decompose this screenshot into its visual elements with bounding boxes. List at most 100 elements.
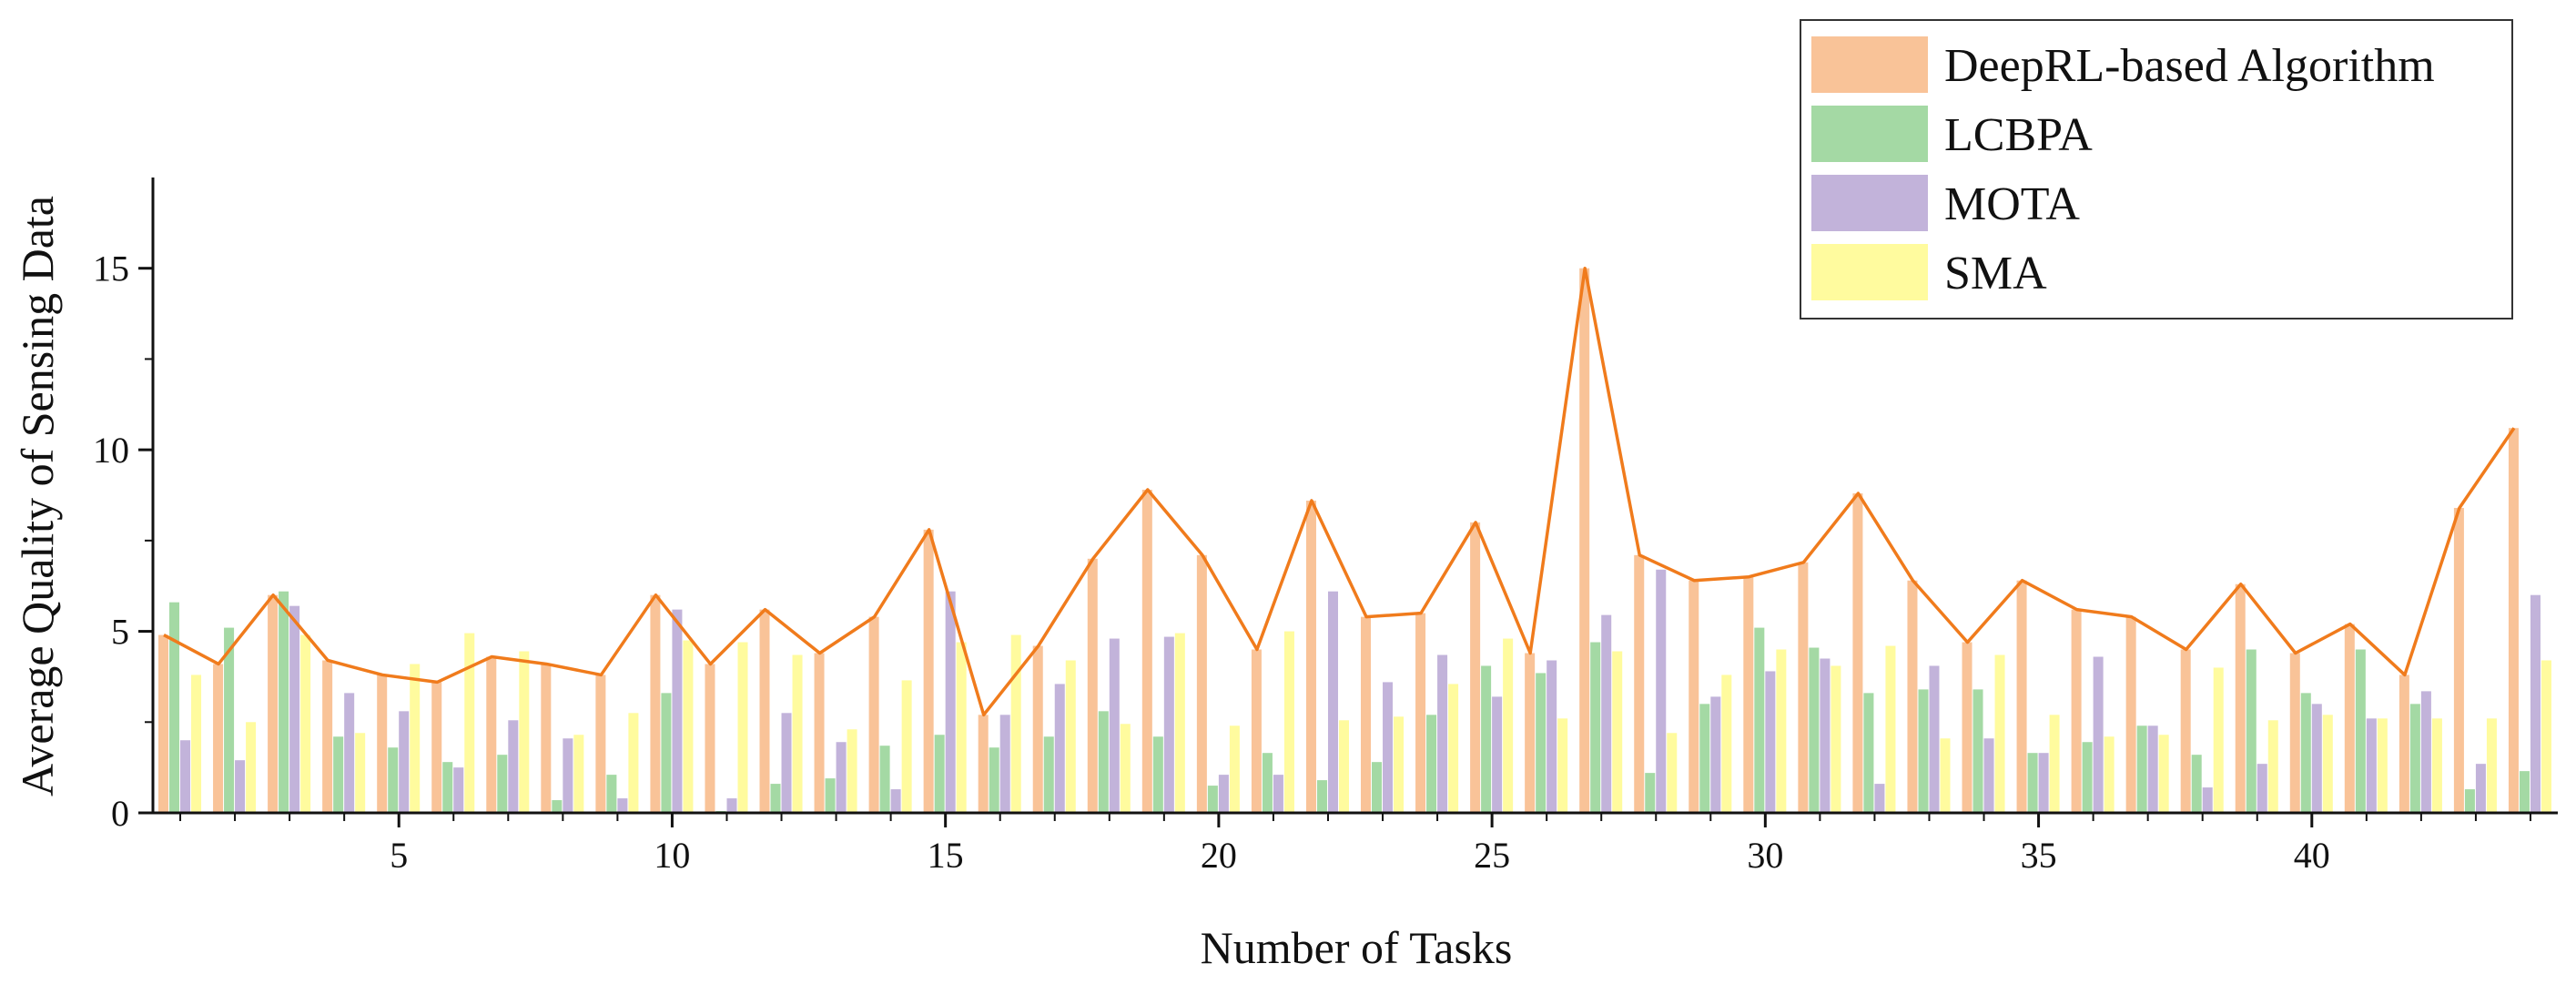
bar-lcbpa-12: [770, 784, 781, 813]
bar-mota-22: [1327, 591, 1338, 813]
bar-sma-36: [2104, 736, 2115, 813]
bar-deeprl-based-algorithm-35: [2016, 580, 2027, 813]
bar-mota-20: [1218, 775, 1229, 813]
bar-lcbpa-38: [2191, 755, 2202, 813]
legend-label-lcbpa: LCBPA: [1944, 109, 2093, 161]
bar-lcbpa-36: [2082, 742, 2093, 813]
bar-lcbpa-13: [825, 778, 836, 813]
bar-deeprl-based-algorithm-41: [2344, 624, 2355, 813]
bar-sma-37: [2158, 735, 2169, 813]
bar-sma-19: [1174, 633, 1185, 813]
bar-deeprl-based-algorithm-20: [1196, 554, 1207, 813]
bar-mota-40: [2311, 704, 2322, 813]
bar-sma-31: [1831, 665, 1841, 813]
bar-deeprl-based-algorithm-23: [1361, 616, 1372, 813]
bar-lcbpa-1: [169, 602, 180, 813]
bar-mota-26: [1547, 660, 1557, 813]
bar-mota-39: [2257, 764, 2267, 813]
bar-sma-20: [1229, 725, 1240, 813]
bar-sma-2: [246, 722, 257, 813]
bar-sma-27: [1612, 651, 1623, 813]
x-tick-label-20: 20: [1201, 835, 1237, 876]
x-tick-label-15: 15: [928, 835, 964, 876]
bar-mota-1: [180, 740, 191, 813]
x-axis-title: Number of Tasks: [1201, 922, 1513, 973]
bar-sma-18: [1120, 724, 1131, 813]
bar-mota-14: [890, 789, 901, 813]
bar-mota-33: [1929, 665, 1940, 813]
bar-deeprl-based-algorithm-7: [486, 656, 497, 813]
bar-lcbpa-31: [1809, 647, 1820, 813]
bar-lcbpa-22: [1316, 780, 1327, 813]
bar-mota-44: [2530, 594, 2541, 813]
bar-sma-33: [1940, 738, 1951, 813]
bar-lcbpa-9: [606, 775, 617, 813]
x-tick-label-10: 10: [654, 835, 690, 876]
bar-lcbpa-20: [1207, 786, 1218, 813]
bar-mota-18: [1109, 638, 1120, 813]
x-tick-label-5: 5: [390, 835, 408, 876]
bar-sma-11: [737, 642, 748, 813]
bar-mota-7: [508, 720, 519, 813]
bar-mota-28: [1656, 569, 1667, 813]
bar-mota-36: [2093, 656, 2104, 813]
bar-mota-23: [1383, 682, 1394, 813]
x-tick-label-30: 30: [1747, 835, 1783, 876]
bar-sma-21: [1283, 631, 1294, 813]
bar-deeprl-based-algorithm-18: [1087, 558, 1098, 813]
bar-deeprl-based-algorithm-31: [1798, 562, 1809, 813]
bar-deeprl-based-algorithm-6: [431, 682, 442, 813]
bar-deeprl-based-algorithm-13: [814, 653, 825, 813]
bar-lcbpa-33: [1918, 689, 1929, 813]
bar-sma-40: [2322, 715, 2333, 813]
bar-sma-30: [1776, 649, 1787, 813]
bar-deeprl-based-algorithm-36: [2071, 609, 2082, 813]
y-tick-label-0: 0: [111, 793, 129, 834]
legend-label-sma: SMA: [1944, 248, 2047, 299]
bar-lcbpa-14: [879, 746, 890, 813]
legend-swatch-sma: [1811, 244, 1928, 300]
tick-layer: 5 10 15 20 25 30 35 40 0 5 10 15: [93, 249, 2531, 876]
bar-lcbpa-19: [1152, 736, 1163, 813]
y-tick-label-15: 15: [93, 249, 129, 289]
bar-sma-32: [1885, 645, 1896, 813]
bar-sma-15: [956, 642, 967, 813]
bar-lcbpa-24: [1426, 715, 1437, 813]
bar-lcbpa-2: [224, 627, 235, 813]
bar-deeprl-based-algorithm-10: [650, 594, 661, 813]
bar-deeprl-based-algorithm-25: [1470, 522, 1481, 813]
bar-sma-43: [2486, 718, 2497, 813]
bar-lcbpa-16: [989, 747, 999, 813]
bar-mota-17: [1054, 684, 1065, 813]
bar-sma-1: [191, 675, 202, 813]
bar-mota-31: [1820, 658, 1831, 813]
bar-lcbpa-34: [1973, 689, 1983, 813]
bar-deeprl-based-algorithm-44: [2508, 428, 2519, 813]
bar-deeprl-based-algorithm-17: [1032, 645, 1043, 813]
bar-mota-9: [617, 798, 628, 813]
bar-mota-43: [2475, 764, 2486, 813]
bar-deeprl-based-algorithm-8: [541, 664, 552, 813]
bar-lcbpa-26: [1536, 673, 1547, 813]
bar-lcbpa-29: [1699, 704, 1710, 813]
bar-mota-35: [2038, 753, 2049, 813]
bar-deeprl-based-algorithm-5: [377, 675, 388, 813]
bar-lcbpa-27: [1590, 642, 1601, 813]
bar-mota-27: [1601, 614, 1612, 813]
bar-deeprl-based-algorithm-30: [1743, 576, 1754, 813]
legend-label-mota: MOTA: [1944, 178, 2080, 230]
bar-sma-16: [1010, 634, 1021, 813]
axes: [151, 178, 2558, 815]
bar-mota-41: [2366, 718, 2377, 813]
bar-lcbpa-39: [2246, 649, 2257, 813]
bar-sma-22: [1338, 720, 1349, 813]
bar-lcbpa-32: [1863, 693, 1874, 813]
bar-deeprl-based-algorithm-1: [158, 634, 169, 813]
bar-sma-12: [792, 654, 803, 813]
bar-deeprl-based-algorithm-33: [1907, 580, 1918, 813]
bar-lcbpa-40: [2300, 693, 2311, 813]
bar-mota-16: [999, 715, 1010, 813]
y-axis-title: Average Quality of Sensing Data: [12, 196, 63, 796]
x-tick-label-35: 35: [2021, 835, 2057, 876]
